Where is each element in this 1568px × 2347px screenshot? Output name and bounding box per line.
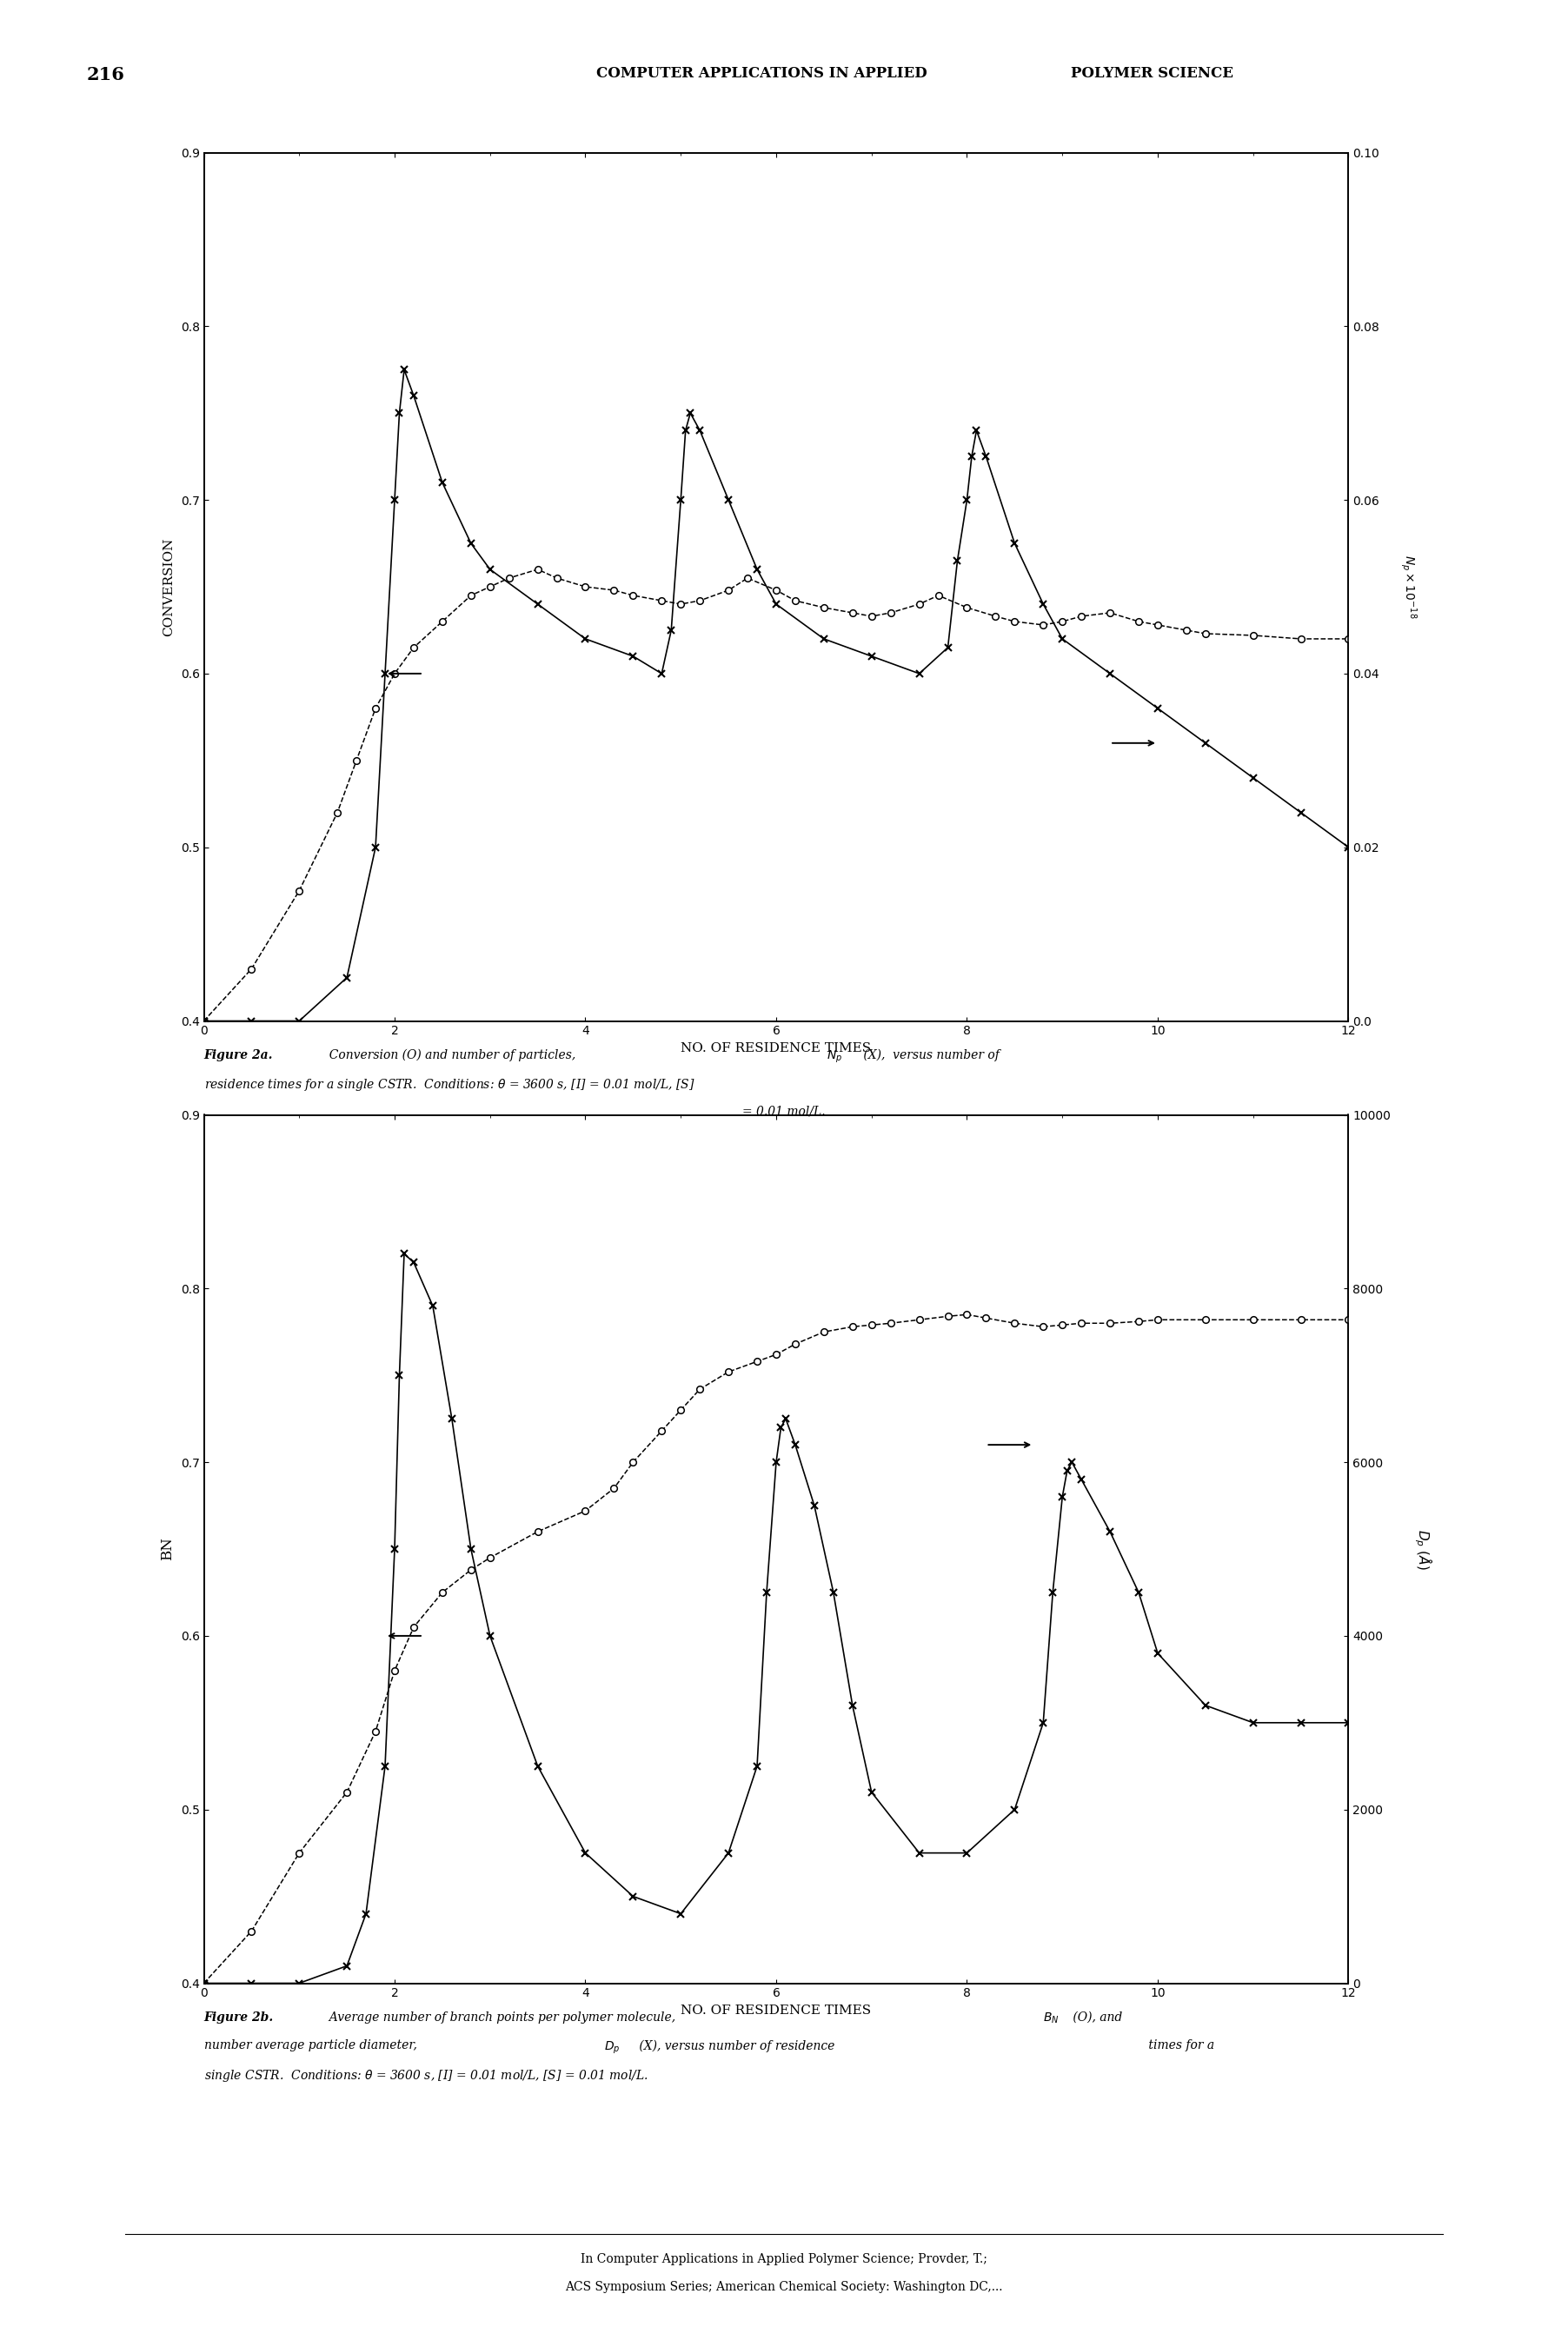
Text: $N_p$: $N_p$: [826, 1049, 842, 1066]
Text: times for a: times for a: [1145, 2040, 1214, 2051]
Text: 216: 216: [86, 66, 124, 82]
Text: residence times for a single CSTR.  Conditions: $\theta$ = 3600 s, [I] = 0.01 mo: residence times for a single CSTR. Condi…: [204, 1077, 695, 1094]
X-axis label: NO. OF RESIDENCE TIMES: NO. OF RESIDENCE TIMES: [681, 2004, 872, 2016]
Text: Figure 2a.: Figure 2a.: [204, 1049, 273, 1061]
Text: Conversion (O) and number of particles,: Conversion (O) and number of particles,: [321, 1049, 579, 1061]
Text: = 0.01 mol/L.: = 0.01 mol/L.: [742, 1105, 826, 1117]
Text: number average particle diameter,: number average particle diameter,: [204, 2040, 420, 2051]
Text: $B_N$: $B_N$: [1043, 2011, 1058, 2025]
Text: single CSTR.  Conditions: $\theta$ = 3600 s, [I] = 0.01 mol/L, [S] = 0.01 mol/L.: single CSTR. Conditions: $\theta$ = 3600…: [204, 2068, 648, 2084]
Text: In Computer Applications in Applied Polymer Science; Provder, T.;: In Computer Applications in Applied Poly…: [580, 2253, 988, 2265]
Text: COMPUTER APPLICATIONS IN APPLIED: COMPUTER APPLICATIONS IN APPLIED: [596, 66, 931, 80]
Y-axis label: CONVERSION: CONVERSION: [163, 537, 174, 636]
Text: Figure 2b.: Figure 2b.: [204, 2011, 273, 2023]
Text: (O), and: (O), and: [1069, 2011, 1123, 2023]
Text: POLYMER SCIENCE: POLYMER SCIENCE: [1071, 66, 1234, 80]
X-axis label: NO. OF RESIDENCE TIMES: NO. OF RESIDENCE TIMES: [681, 1042, 872, 1054]
Y-axis label: $N_p \times 10^{-18}$: $N_p \times 10^{-18}$: [1399, 554, 1419, 620]
Y-axis label: BN: BN: [160, 1537, 174, 1561]
Text: (X), versus number of residence: (X), versus number of residence: [635, 2040, 834, 2051]
Text: (X),  versus number of: (X), versus number of: [859, 1049, 999, 1061]
Y-axis label: $D_p\ (\AA)$: $D_p\ (\AA)$: [1413, 1528, 1435, 1570]
Text: Average number of branch points per polymer molecule,: Average number of branch points per poly…: [321, 2011, 679, 2023]
Text: $D_p$: $D_p$: [604, 2040, 619, 2056]
Text: ACS Symposium Series; American Chemical Society: Washington DC,...: ACS Symposium Series; American Chemical …: [564, 2281, 1004, 2293]
